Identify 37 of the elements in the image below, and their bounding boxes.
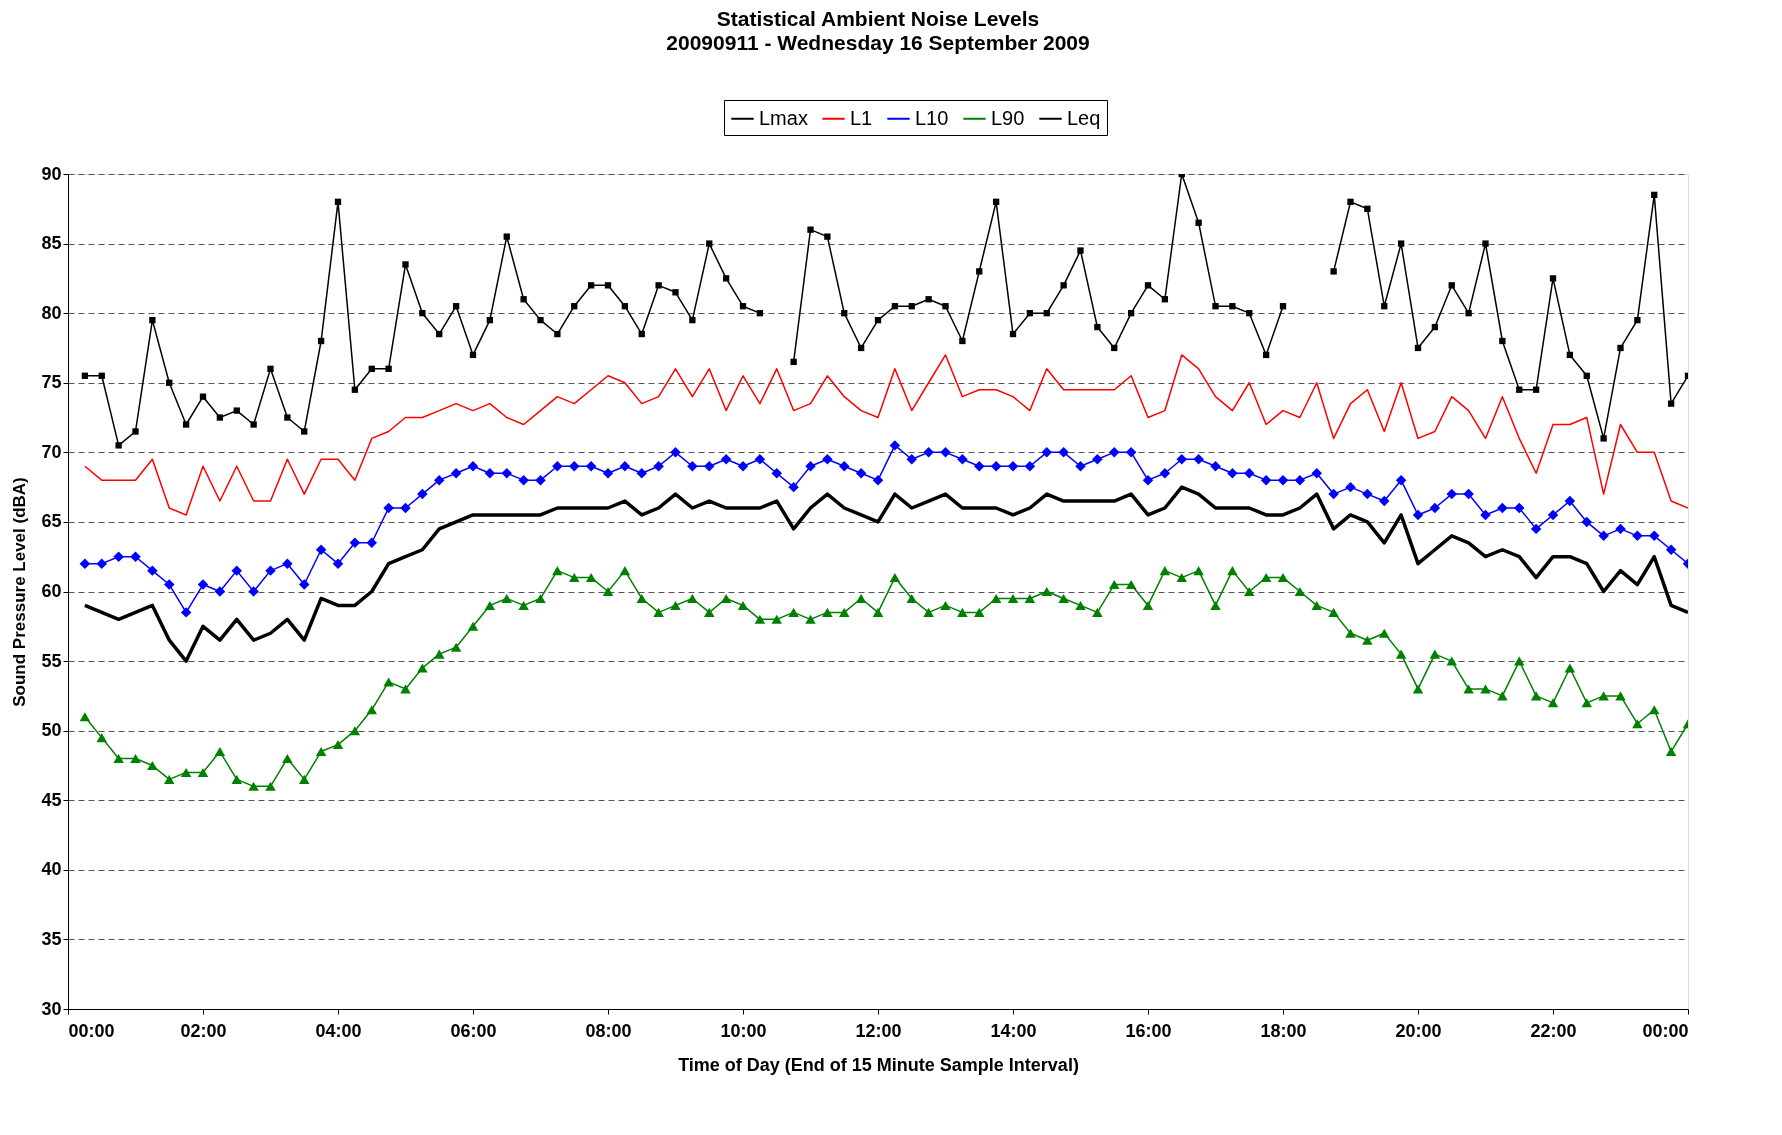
- x-tick-label: 12:00: [855, 1020, 902, 1041]
- y-tick-label: 55: [41, 650, 62, 671]
- y-tick-label: 45: [41, 789, 62, 810]
- legend-label: Leq: [1067, 106, 1101, 129]
- legend-label: L10: [915, 106, 949, 129]
- chart-subtitle: 20090911 - Wednesday 16 September 2009: [666, 30, 1090, 54]
- x-tick-label: 10:00: [720, 1020, 767, 1041]
- y-tick-label: 90: [41, 163, 62, 184]
- y-axis-title: Sound Pressure Level (dBA): [10, 477, 30, 707]
- y-tick-label: 75: [41, 372, 62, 393]
- x-tick-label: 08:00: [585, 1020, 632, 1041]
- y-tick-label: 35: [41, 928, 62, 949]
- x-tick-label: 04:00: [315, 1020, 362, 1041]
- y-tick-label: 30: [41, 998, 62, 1019]
- x-tick-label: 00:00: [68, 1020, 115, 1041]
- y-tick-label: 65: [41, 511, 62, 532]
- y-tick-label: 85: [41, 233, 62, 254]
- x-tick-label: 02:00: [180, 1020, 227, 1041]
- y-tick-label: 40: [41, 859, 62, 880]
- line-series: [84, 354, 1688, 516]
- x-tick-label: 22:00: [1530, 1020, 1577, 1041]
- x-tick-label: 00:00: [1642, 1020, 1689, 1041]
- legend-label: L90: [991, 106, 1025, 129]
- chart-title: Statistical Ambient Noise Levels: [716, 6, 1040, 30]
- legend-label: Lmax: [759, 106, 808, 129]
- y-tick-label: 80: [41, 302, 62, 323]
- x-tick-label: 20:00: [1395, 1020, 1442, 1041]
- x-tick-label: 06:00: [450, 1020, 497, 1041]
- y-tick-label: 70: [41, 441, 62, 462]
- x-tick-label: 14:00: [990, 1020, 1037, 1041]
- x-tick-label: 18:00: [1260, 1020, 1307, 1041]
- x-tick-label: 16:00: [1125, 1020, 1172, 1041]
- legend-label: L1: [850, 106, 873, 129]
- y-tick-label: 60: [41, 581, 62, 601]
- y-tick-label: 50: [41, 720, 62, 741]
- x-axis-title: Time of Day (End of 15 Minute Sample Interval): [678, 1054, 1079, 1075]
- line-series: [83, 485, 1688, 663]
